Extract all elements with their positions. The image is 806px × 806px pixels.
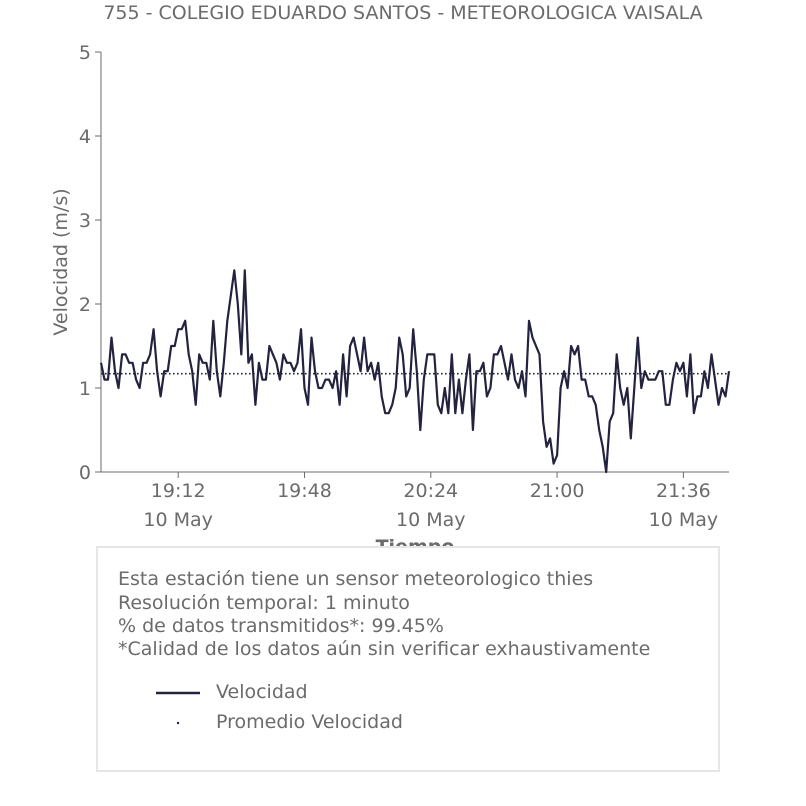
y-tick-label: 5 bbox=[79, 42, 91, 64]
x-tick-label: 19:48 bbox=[277, 480, 332, 502]
info-resolution-text: Resolución temporal: 1 minuto bbox=[118, 592, 410, 614]
y-tick-label: 2 bbox=[79, 294, 91, 316]
legend-solid-line-icon bbox=[156, 691, 200, 695]
y-tick-label: 3 bbox=[79, 210, 91, 232]
x-axis: 19:12 10 May 19:48 20:24 10 May 21:00 21:36 10 … bbox=[101, 471, 729, 531]
chart-title: 755 - COLEGIO EDUARDO SANTOS - METEOROLO… bbox=[103, 2, 703, 24]
x-tick-label: 21:00 bbox=[530, 480, 585, 502]
y-tick-label: 1 bbox=[79, 378, 91, 400]
y-axis: 0 1 2 3 4 5 bbox=[79, 42, 102, 484]
info-transmitted-text: % de datos transmitidos*: 99.45% bbox=[118, 615, 444, 637]
x-tick-date-label: 10 May bbox=[649, 509, 719, 531]
legend-label-velocidad: Velocidad bbox=[216, 681, 308, 703]
y-tick-label: 4 bbox=[79, 126, 91, 148]
x-tick-date-label: 10 May bbox=[396, 509, 466, 531]
info-sensor-text: Esta estación tiene un sensor meteorolog… bbox=[118, 568, 594, 590]
y-tick-label: 0 bbox=[79, 462, 91, 484]
legend-dot-icon bbox=[176, 721, 180, 725]
x-tick-label: 20:24 bbox=[403, 480, 458, 502]
x-tick-date-label: 10 May bbox=[143, 509, 213, 531]
legend-label-promedio: Promedio Velocidad bbox=[216, 711, 403, 733]
x-tick-label: 21:36 bbox=[656, 480, 711, 502]
info-quality-note: *Calidad de los datos aún sin verificar … bbox=[118, 638, 651, 660]
line-chart: 0 1 2 3 4 5 19:12 10 May 19:48 20:24 10 May 21:00 2… bbox=[50, 42, 731, 558]
info-box: Esta estación tiene un sensor meteorolog… bbox=[96, 546, 720, 772]
y-axis-label: Velocidad (m/s) bbox=[50, 188, 72, 335]
x-tick-label: 19:12 bbox=[151, 480, 206, 502]
series-velocidad-line bbox=[99, 269, 731, 474]
series-layer bbox=[99, 269, 731, 474]
